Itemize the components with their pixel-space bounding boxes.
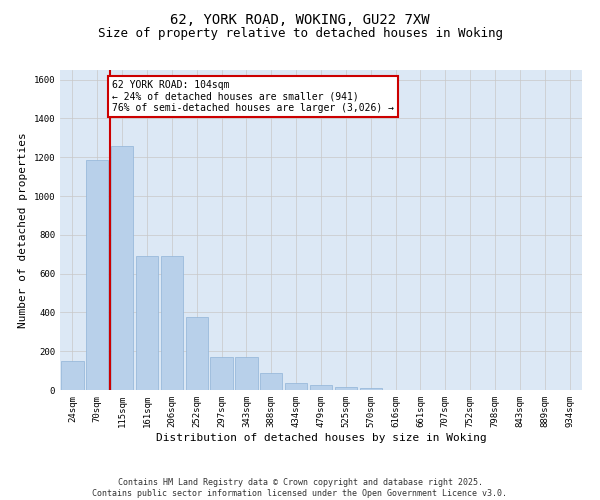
Bar — [335, 386, 357, 390]
Bar — [161, 256, 183, 390]
Bar — [310, 384, 332, 390]
Bar — [136, 256, 158, 390]
Bar — [260, 372, 283, 390]
Bar — [285, 383, 307, 390]
Bar — [235, 357, 257, 390]
Bar — [61, 361, 83, 390]
Text: 62 YORK ROAD: 104sqm
← 24% of detached houses are smaller (941)
76% of semi-deta: 62 YORK ROAD: 104sqm ← 24% of detached h… — [112, 80, 394, 113]
Text: Size of property relative to detached houses in Woking: Size of property relative to detached ho… — [97, 28, 503, 40]
Text: 62, YORK ROAD, WOKING, GU22 7XW: 62, YORK ROAD, WOKING, GU22 7XW — [170, 12, 430, 26]
Bar — [111, 146, 133, 390]
Bar — [185, 318, 208, 390]
Text: Contains HM Land Registry data © Crown copyright and database right 2025.
Contai: Contains HM Land Registry data © Crown c… — [92, 478, 508, 498]
Bar — [86, 160, 109, 390]
Bar — [359, 388, 382, 390]
Y-axis label: Number of detached properties: Number of detached properties — [18, 132, 28, 328]
Bar — [211, 357, 233, 390]
X-axis label: Distribution of detached houses by size in Woking: Distribution of detached houses by size … — [155, 432, 487, 442]
